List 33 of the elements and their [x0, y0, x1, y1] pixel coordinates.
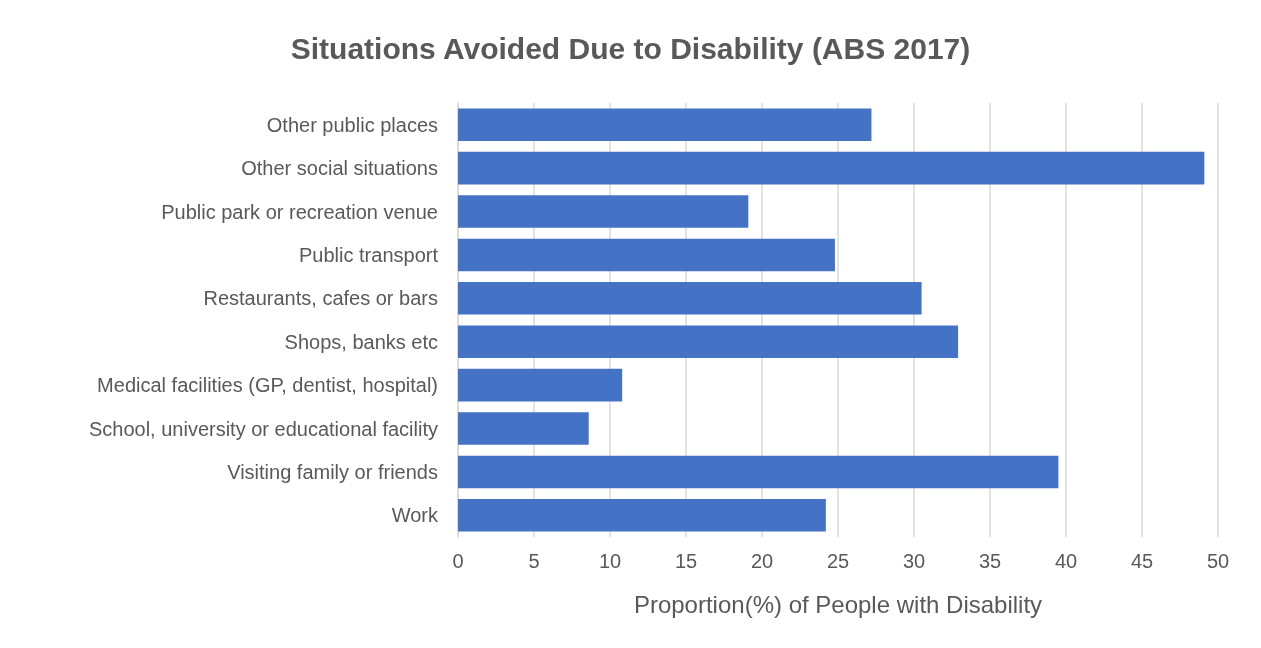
y-tick-label: Other social situations: [241, 157, 438, 180]
y-tick-label: Shops, banks etc: [284, 330, 438, 353]
chart-title: Situations Avoided Due to Disability (ABS 2017): [290, 31, 971, 65]
bar: [458, 108, 872, 141]
x-tick-label: 25: [826, 550, 850, 572]
x-tick-label: 10: [598, 550, 622, 572]
y-tick-label: Medical facilities (GP, dentist, hospital): [97, 374, 438, 397]
y-tick-label: School, university or educational facility: [88, 417, 438, 440]
x-tick-label: 30: [902, 550, 926, 572]
y-tick-label: Other public places: [266, 113, 438, 136]
bar: [458, 368, 623, 402]
y-tick-label: Public transport: [299, 243, 439, 266]
bar: [458, 412, 589, 445]
bar: [458, 499, 826, 532]
bar: [458, 151, 1205, 185]
y-tick-label: Visiting family or friends: [227, 460, 438, 483]
x-tick-label: 45: [1130, 550, 1154, 572]
x-tick-label: 15: [674, 550, 698, 572]
y-tick-label: Work: [391, 504, 439, 527]
bar: [458, 455, 1059, 489]
x-tick-label: 20: [750, 550, 774, 572]
bar: [458, 238, 835, 272]
x-tick-label: 5: [528, 550, 540, 572]
bar: [458, 195, 749, 228]
y-tick-label: Restaurants, cafes or bars: [203, 287, 438, 310]
x-tick-label: 35: [978, 550, 1002, 572]
x-tick-label: 40: [1054, 550, 1078, 572]
x-tick-label: 50: [1206, 550, 1230, 572]
bar: [458, 325, 959, 358]
x-tick-label: 0: [452, 550, 464, 572]
y-tick-label: Public park or recreation venue: [161, 200, 438, 223]
x-axis-title: Proportion(%) of People with Disability: [633, 590, 1043, 618]
bar: [458, 282, 922, 315]
